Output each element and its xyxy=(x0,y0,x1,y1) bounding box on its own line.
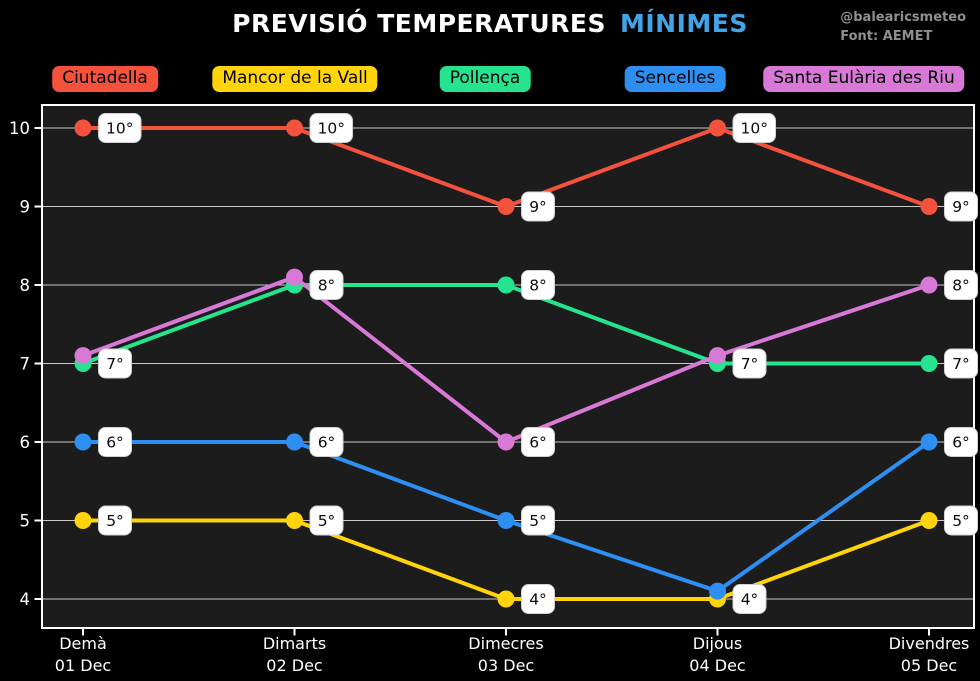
data-point xyxy=(497,512,515,529)
data-label-box xyxy=(98,348,132,379)
data-label-text: 4° xyxy=(741,591,759,609)
data-point xyxy=(74,119,92,137)
x-tick-label-day: Dimecres xyxy=(468,634,543,653)
data-point xyxy=(920,512,938,529)
data-label-text: 8° xyxy=(952,277,970,295)
x-tick-label-day: Dijous xyxy=(693,634,742,653)
data-label-box xyxy=(521,191,555,222)
data-label-text: 9° xyxy=(952,198,970,216)
y-tick-label: 4 xyxy=(20,590,31,609)
data-label-text: 5° xyxy=(529,512,547,530)
data-label-box xyxy=(309,270,344,300)
data-label-text: 7° xyxy=(741,355,759,373)
x-tick-label-date: 04 Dec xyxy=(689,656,745,675)
data-point xyxy=(497,198,515,215)
data-label-text: 6° xyxy=(952,434,970,452)
data-label-text: 6° xyxy=(106,434,124,452)
x-tick-label-day: Divendres xyxy=(889,634,970,653)
page-title: PREVISIÓ TEMPERATURES MÍNIMES xyxy=(0,9,980,38)
data-point xyxy=(709,582,726,600)
data-label-box xyxy=(521,505,555,536)
data-point xyxy=(920,433,938,451)
data-label-text: 10° xyxy=(318,120,345,138)
data-label-box xyxy=(309,505,344,536)
data-label-box xyxy=(309,113,353,143)
data-label-box xyxy=(732,348,767,379)
data-point xyxy=(920,276,938,294)
data-point xyxy=(709,347,726,365)
data-label-text: 7° xyxy=(106,355,124,373)
data-label-text: 4° xyxy=(529,591,547,609)
y-tick-label: 9 xyxy=(20,197,31,216)
credit-handle: @balearicsmeteo xyxy=(840,10,966,25)
data-label-text: 6° xyxy=(529,434,547,452)
y-tick-label: 5 xyxy=(20,511,31,530)
legend-chip-4: Sencelles xyxy=(624,66,726,92)
legend-chip-5: Santa Eulària des Riu xyxy=(763,66,965,92)
data-point xyxy=(74,433,92,451)
legend-chip-2: Mancor de la Vall xyxy=(212,66,378,92)
data-label-text: 10° xyxy=(106,120,133,138)
data-label-text: 8° xyxy=(318,277,336,295)
data-point xyxy=(920,198,938,215)
data-point xyxy=(709,119,726,137)
legend-chip-1: Ciutadella xyxy=(52,66,158,92)
data-point xyxy=(286,433,303,451)
y-tick-label: 8 xyxy=(20,276,31,295)
credit-block: @balearicsmeteo Font: AEMET xyxy=(840,8,966,46)
credit-source: Font: AEMET xyxy=(840,29,933,44)
data-label-text: 10° xyxy=(741,120,768,138)
x-tick-label-day: Demà xyxy=(59,634,107,653)
data-point xyxy=(286,268,303,286)
data-label-text: 5° xyxy=(318,512,336,530)
data-label-box xyxy=(944,348,978,379)
x-tick-label-date: 01 Dec xyxy=(55,656,111,675)
title-main: PREVISIÓ TEMPERATURES xyxy=(232,9,606,38)
data-label-box xyxy=(98,113,142,143)
data-label-text: 8° xyxy=(529,277,547,295)
y-tick-label: 7 xyxy=(20,354,31,373)
data-point xyxy=(74,347,92,365)
data-label-box xyxy=(521,584,555,614)
data-label-box xyxy=(732,584,767,614)
data-point xyxy=(286,119,303,137)
x-tick-label-day: Dimarts xyxy=(263,634,326,653)
plot-area xyxy=(42,105,974,628)
legend-chip-3: Pollença xyxy=(439,66,531,92)
data-label-text: 5° xyxy=(106,512,124,530)
title-accent: MÍNIMES xyxy=(619,9,748,38)
data-label-text: 6° xyxy=(318,434,336,452)
data-label-box xyxy=(98,427,132,457)
data-point xyxy=(74,512,92,529)
data-point xyxy=(497,433,515,451)
data-point xyxy=(286,512,303,529)
data-label-text: 7° xyxy=(952,355,970,373)
data-label-box xyxy=(309,427,344,457)
data-label-text: 5° xyxy=(952,512,970,530)
data-label-box xyxy=(732,113,776,143)
x-tick-label-date: 03 Dec xyxy=(478,656,534,675)
y-tick-label: 10 xyxy=(9,119,30,138)
data-point xyxy=(920,355,938,372)
data-label-box xyxy=(944,191,978,222)
data-label-box xyxy=(944,505,978,536)
data-point xyxy=(497,276,515,294)
x-tick-label-date: 05 Dec xyxy=(901,656,957,675)
data-label-box xyxy=(521,270,555,300)
data-label-text: 9° xyxy=(529,198,547,216)
data-label-box xyxy=(944,427,978,457)
data-label-box xyxy=(944,270,978,300)
data-label-box xyxy=(98,505,132,536)
x-tick-label-date: 02 Dec xyxy=(266,656,322,675)
data-point xyxy=(497,590,515,608)
y-tick-label: 6 xyxy=(20,433,31,452)
data-label-box xyxy=(521,427,555,457)
